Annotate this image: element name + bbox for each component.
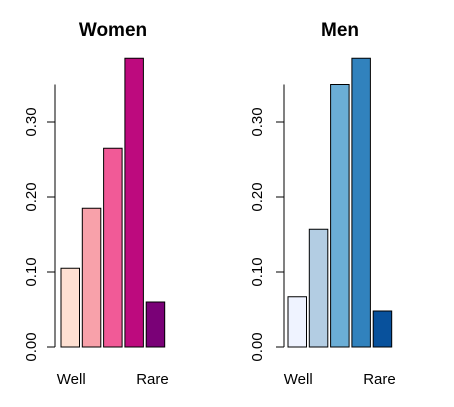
y-tick-label-men: 0.10: [249, 257, 266, 286]
bar-men-1: [287, 296, 307, 348]
x-label-rare-men: Rare: [363, 371, 396, 388]
bar-women-5: [145, 301, 166, 348]
bar-men-2: [308, 228, 329, 348]
y-tick-label-men: 0.20: [249, 182, 266, 211]
panel-women: Women 0.00 0.10 0.20 0.30 Well Rare: [23, 20, 169, 388]
y-tick-label-men: 0.00: [249, 332, 266, 361]
bar-women-1: [60, 267, 80, 348]
y-tick-label-women: 0.30: [23, 107, 40, 136]
y-tick-label-women: 0.00: [23, 332, 40, 361]
y-tick-label-women: 0.20: [23, 182, 40, 211]
y-tick-label-women: 0.10: [23, 257, 40, 286]
bar-men-5: [372, 310, 393, 348]
y-tick-label-men: 0.30: [249, 107, 266, 136]
bar-men-3: [330, 84, 350, 348]
x-label-well-women: Well: [57, 371, 86, 388]
panel-title-men: Men: [321, 20, 359, 41]
bar-women-2: [81, 207, 102, 348]
bar-men-4: [351, 57, 371, 348]
bar-women-3: [103, 147, 123, 348]
panel-title-women: Women: [79, 20, 147, 41]
panel-men: Men 0.00 0.10 0.20 0.30 Well Rare: [249, 20, 396, 388]
x-label-rare-women: Rare: [136, 371, 169, 388]
x-label-well-men: Well: [284, 371, 313, 388]
bar-women-4: [124, 57, 144, 348]
